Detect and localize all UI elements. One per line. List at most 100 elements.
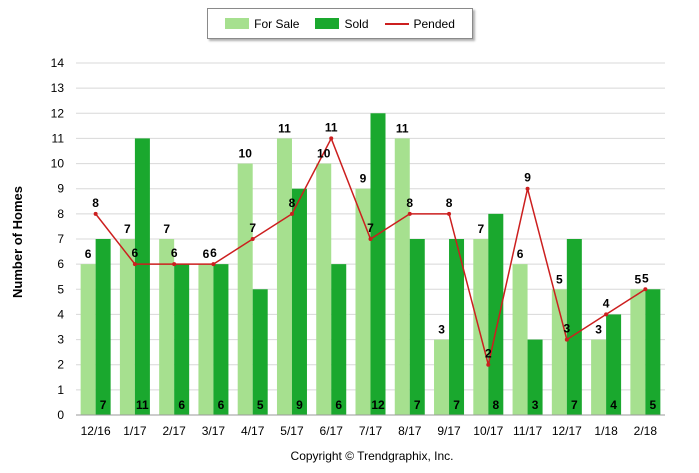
data-label-pended: 11 [325,120,338,134]
bar-for-sale [434,339,450,415]
data-label-sold: 12 [371,398,385,412]
pended-point [447,211,452,216]
pended-line-layer [93,136,648,367]
bar-for-sale [80,264,96,415]
legend-item-for-sale: For Sale [225,17,299,31]
legend-item-sold: Sold [315,16,369,31]
data-label-for-sale: 5 [635,272,642,286]
data-label-pended: 8 [289,196,296,210]
x-tick-label: 3/17 [202,424,226,438]
data-label-for-sale: 3 [438,323,445,337]
bar-sold [331,264,347,415]
bar-for-sale [473,239,489,415]
copyright-text: Copyright © Trendgraphix, Inc. [291,449,454,463]
data-label-sold: 8 [492,398,499,412]
data-label-pended: 6 [171,246,178,260]
bar-for-sale [276,138,292,415]
data-label-pended: 4 [603,296,610,310]
pended-point [132,262,137,267]
bar-for-sale [237,163,253,415]
pended-point [172,262,177,267]
data-label-for-sale: 7 [163,222,170,236]
data-label-for-sale: 6 [85,247,92,261]
pended-point [211,262,216,267]
data-label-pended: 3 [563,322,570,336]
bar-sold [527,339,543,415]
data-label-for-sale: 7 [124,222,131,236]
chart-legend: For Sale Sold Pended [207,8,473,39]
legend-swatch-sold [315,18,340,29]
x-tick-label: 1/17 [123,424,147,438]
bar-for-sale [512,264,528,415]
data-label-sold: 7 [100,398,107,412]
y-tick-label: 1 [57,383,64,397]
pended-point [250,237,255,241]
data-label-for-sale: 7 [477,222,484,236]
x-tick-label: 2/18 [634,424,658,438]
pended-point [93,211,98,216]
data-label-sold: 7 [571,398,578,412]
x-tick-label: 10/17 [473,424,503,438]
y-tick-label: 2 [57,358,64,372]
legend-label-pended: Pended [413,16,455,31]
legend-swatch-pended [384,22,409,25]
data-label-pended: 7 [367,221,374,235]
bar-sold [409,239,425,415]
bar-for-sale [119,239,135,415]
data-label-for-sale: 9 [360,172,367,186]
bar-sold [213,264,229,415]
data-label-sold: 6 [335,398,342,412]
data-label-sold: 5 [650,398,657,412]
data-label-pended: 2 [485,347,492,361]
data-label-pended: 9 [524,171,531,185]
bar-sold [370,113,386,416]
bar-for-sale [159,239,175,415]
bar-sold [488,213,504,415]
y-axis-title: Number of Homes [10,186,25,298]
data-label-sold: 5 [257,398,264,412]
data-label-pended: 6 [210,246,217,260]
legend-item-pended: Pended [384,16,455,31]
x-tick-label: 5/17 [280,424,304,438]
data-label-for-sale: 6 [203,247,210,261]
pended-point [643,287,648,292]
pended-point [604,312,609,317]
pended-point [368,237,373,241]
data-label-for-sale: 11 [396,121,409,135]
bar-for-sale [394,138,410,415]
legend-label-sold: Sold [344,16,369,31]
x-tick-label: 7/17 [359,424,383,438]
y-tick-label: 7 [57,232,64,246]
data-label-pended: 8 [446,196,453,210]
x-tick-label: 12/16 [81,424,111,438]
pended-point [525,186,530,191]
bar-sold [252,289,268,415]
data-label-for-sale: 3 [595,323,602,337]
y-tick-label: 0 [57,408,64,422]
x-tick-label: 4/17 [241,424,265,438]
data-label-sold: 7 [453,398,460,412]
data-label-sold: 3 [532,398,539,412]
y-tick-label: 12 [51,106,65,120]
data-label-for-sale: 10 [317,147,331,161]
data-label-sold: 7 [414,398,421,412]
bar-for-sale [198,264,214,415]
x-tick-label: 12/17 [552,424,582,438]
x-tick-label: 8/17 [398,424,422,438]
y-tick-label: 10 [51,157,65,171]
y-tick-label: 3 [57,333,64,347]
legend-label-for-sale: For Sale [254,16,300,31]
bar-sold [291,188,307,415]
pended-point [289,211,294,216]
bar-sold [134,138,150,415]
y-tick-label: 13 [51,81,65,95]
y-tick-label: 9 [57,182,64,196]
pended-point [564,337,569,342]
data-label-pended: 7 [249,221,256,235]
data-label-sold: 9 [296,398,303,412]
y-tick-label: 6 [57,257,64,271]
pended-point [486,362,491,367]
legend-swatch-for-sale [225,18,250,29]
